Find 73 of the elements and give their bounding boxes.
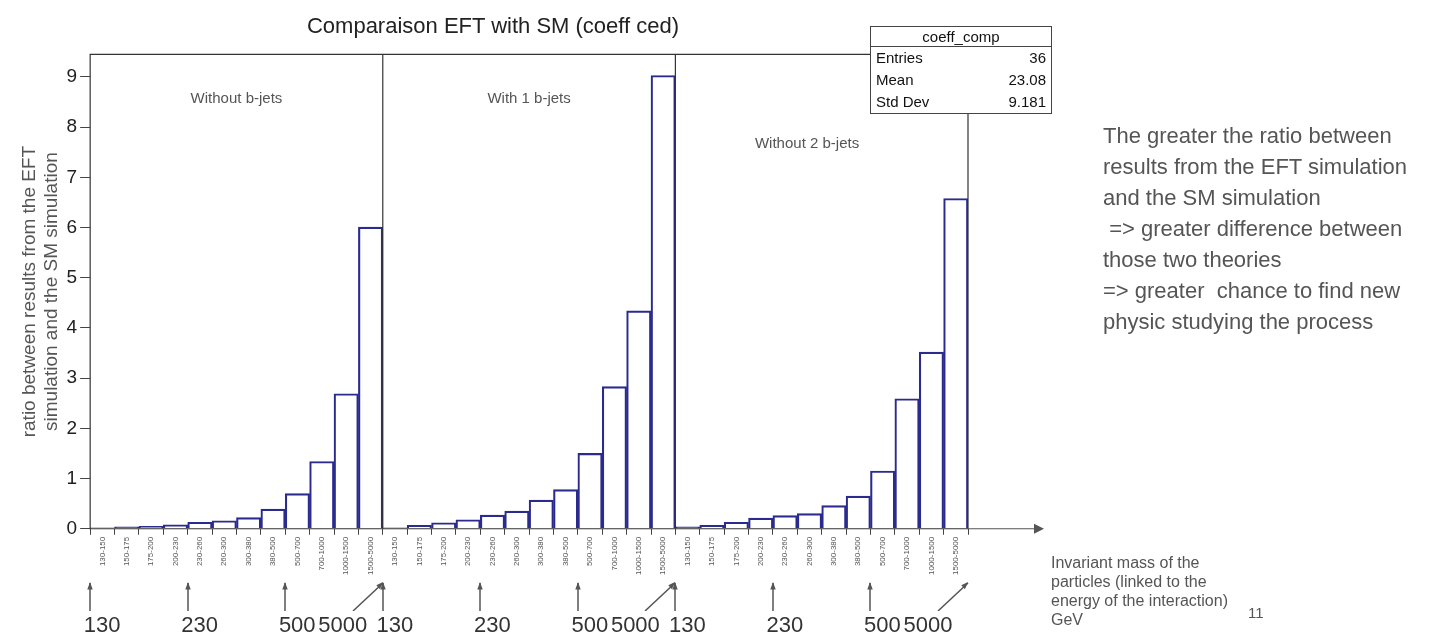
y-tick-label: 8 <box>66 115 78 137</box>
text: The greater the ratio between results from the EFT simulation and the SM simulation => greater difference between those two theories => greater chance to find new physic studying the process <box>1103 122 1408 336</box>
x-tick-label: 175-200 <box>731 536 741 567</box>
x-tick-label: 380-500 <box>560 536 570 567</box>
x-tick-label: 230-260 <box>780 536 790 567</box>
x-tick-label: 200-230 <box>170 536 180 567</box>
text: 23.08 <box>1008 70 1046 90</box>
x-tick-label: 200-230 <box>755 536 765 567</box>
y-tick-label: 2 <box>66 416 78 438</box>
x-tick-label: 380-500 <box>268 536 278 567</box>
text: 130 <box>82 612 122 638</box>
text: Invariant mass of the particles (linked to the energy of the interaction) GeV <box>1051 553 1229 629</box>
x-tick-label: 150-175 <box>707 536 717 567</box>
annotation: With 1 b-jets <box>486 89 572 107</box>
x-tick-label: 175-200 <box>438 536 448 567</box>
x-tick-label: 230-260 <box>195 536 205 567</box>
y-tick-label: 3 <box>66 366 78 388</box>
x-tick-label: 260-300 <box>219 536 229 567</box>
y-tick-label: 0 <box>66 516 78 538</box>
x-tick-label: 300-380 <box>829 536 839 567</box>
x-tick-label: 300-380 <box>536 536 546 567</box>
x-tick-label: 150-175 <box>414 536 424 567</box>
y-tick-label: 1 <box>66 466 78 488</box>
text: 9.181 <box>1008 92 1046 112</box>
annotation: Std Dev <box>876 92 930 112</box>
annotation: Mean <box>876 70 914 90</box>
x-tick-label: 1000-1500 <box>926 536 936 576</box>
y-tick-label: 6 <box>66 215 78 237</box>
x-tick-label: 150-175 <box>121 536 131 567</box>
x-tick-label: 500-700 <box>585 536 595 567</box>
text: 5000 <box>318 612 368 637</box>
x-tick-label: 260-300 <box>804 536 814 567</box>
y-tick-label: 4 <box>66 316 78 338</box>
text: 230 <box>765 612 805 638</box>
text: 5000 <box>610 612 660 637</box>
text: 36 <box>1029 48 1046 68</box>
x-tick-label: 1500-5000 <box>365 536 375 576</box>
x-tick-label: 175-200 <box>146 536 156 567</box>
chart-title: Comparaison EFT with SM (coeff ced) <box>306 13 680 39</box>
x-tick-label: 200-230 <box>463 536 473 567</box>
text: 230 <box>472 612 512 638</box>
x-tick-label: 700-1000 <box>609 536 619 571</box>
x-tick-label: 1500-5000 <box>658 536 668 576</box>
y-tick-label: 9 <box>66 65 78 87</box>
x-tick-label: 130-150 <box>97 536 107 567</box>
x-tick-label: 1000-1500 <box>341 536 351 576</box>
x-tick-label: 1500-5000 <box>951 536 961 576</box>
text: coeff_comp <box>871 27 1051 47</box>
y-axis-title: ratio between results from the EFT simulation and the SM simulation <box>17 145 62 438</box>
x-tick-label: 700-1000 <box>902 536 912 571</box>
x-tick-label: 380-500 <box>853 536 863 567</box>
x-tick-label: 700-1000 <box>317 536 327 571</box>
y-tick-label: 7 <box>66 165 78 187</box>
x-tick-label: 130-150 <box>682 536 692 567</box>
annotation: Without b-jets <box>189 89 284 107</box>
y-tick-label: 5 <box>66 266 78 287</box>
x-tick-label: 260-300 <box>512 536 522 567</box>
text: 500 <box>864 612 901 637</box>
text: 130 <box>376 612 414 637</box>
text: 230 <box>180 612 220 638</box>
x-tick-label: 500-700 <box>877 536 887 567</box>
text: 5000 <box>903 612 953 637</box>
text: 500 <box>278 612 316 637</box>
x-tick-label: 1000-1500 <box>634 536 644 576</box>
annotation: Entries <box>876 48 923 68</box>
x-tick-label: 300-380 <box>243 536 253 567</box>
x-tick-label: 130-150 <box>390 536 400 567</box>
x-tick-label: 230-260 <box>487 536 497 567</box>
text: 500 <box>571 612 609 637</box>
x-tick-label: 500-700 <box>292 536 302 567</box>
annotation: Without 2 b-jets <box>753 134 861 152</box>
text: 11 <box>1248 604 1264 621</box>
text: 130 <box>669 612 706 637</box>
